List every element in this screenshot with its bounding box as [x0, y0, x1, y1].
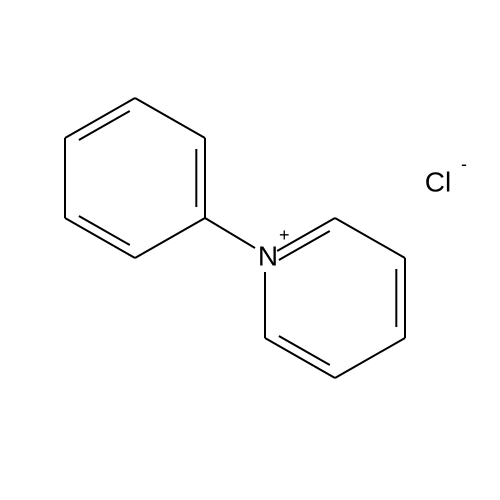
- chloride-label: Cl: [425, 166, 451, 197]
- bonds-layer: [65, 98, 405, 378]
- benzene-bond: [65, 98, 135, 138]
- benzene-bond: [135, 98, 205, 138]
- benzene-bond: [135, 218, 205, 258]
- chemical-structure-diagram: N+ Cl-: [0, 0, 500, 500]
- benzene-bond: [65, 218, 135, 258]
- nitrogen-label: N: [258, 240, 278, 271]
- pyridinium-bond: [265, 338, 335, 378]
- pyridinium-bond: [335, 338, 405, 378]
- chloride-negative-charge: -: [461, 154, 467, 174]
- nitrogen-positive-charge: +: [279, 225, 290, 245]
- pyridinium-bond: [335, 218, 405, 258]
- biaryl-bond: [205, 218, 255, 248]
